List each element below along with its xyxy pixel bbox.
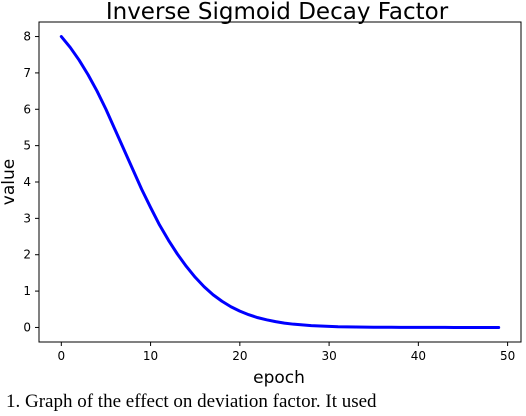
y-tick-label: 7 (23, 66, 31, 80)
y-tick-label: 6 (23, 102, 31, 116)
y-tick-label: 8 (23, 30, 31, 44)
y-tick-label: 1 (23, 284, 31, 298)
chart: Inverse Sigmoid Decay Factor 0 10 20 30 40 50… (0, 0, 522, 388)
x-tick-label: 30 (321, 349, 336, 363)
x-tick-label: 50 (500, 349, 515, 363)
chart-title: Inverse Sigmoid Decay Factor (106, 0, 449, 25)
x-axis-label: epoch (253, 368, 305, 388)
x-tick-label: 0 (57, 349, 65, 363)
plot-frame (38, 21, 522, 343)
y-tick-label: 2 (23, 248, 31, 262)
series-line-0 (59, 35, 501, 329)
x-tick-label: 20 (232, 349, 247, 363)
y-tick-label: 5 (23, 139, 31, 153)
x-tick-label: 40 (411, 349, 426, 363)
y-tick-label: 4 (23, 175, 31, 189)
y-axis: 0 1 2 3 4 5 6 7 8 (23, 30, 39, 334)
y-tick-label: 0 (23, 320, 31, 334)
y-tick-label: 3 (23, 211, 31, 225)
series-layer (59, 35, 501, 329)
x-tick-label: 10 (143, 349, 158, 363)
figure-caption: 1. Graph of the effect on deviation fact… (6, 391, 377, 412)
x-axis: 0 10 20 30 40 50 (57, 342, 515, 363)
y-axis-label: value (0, 159, 19, 205)
